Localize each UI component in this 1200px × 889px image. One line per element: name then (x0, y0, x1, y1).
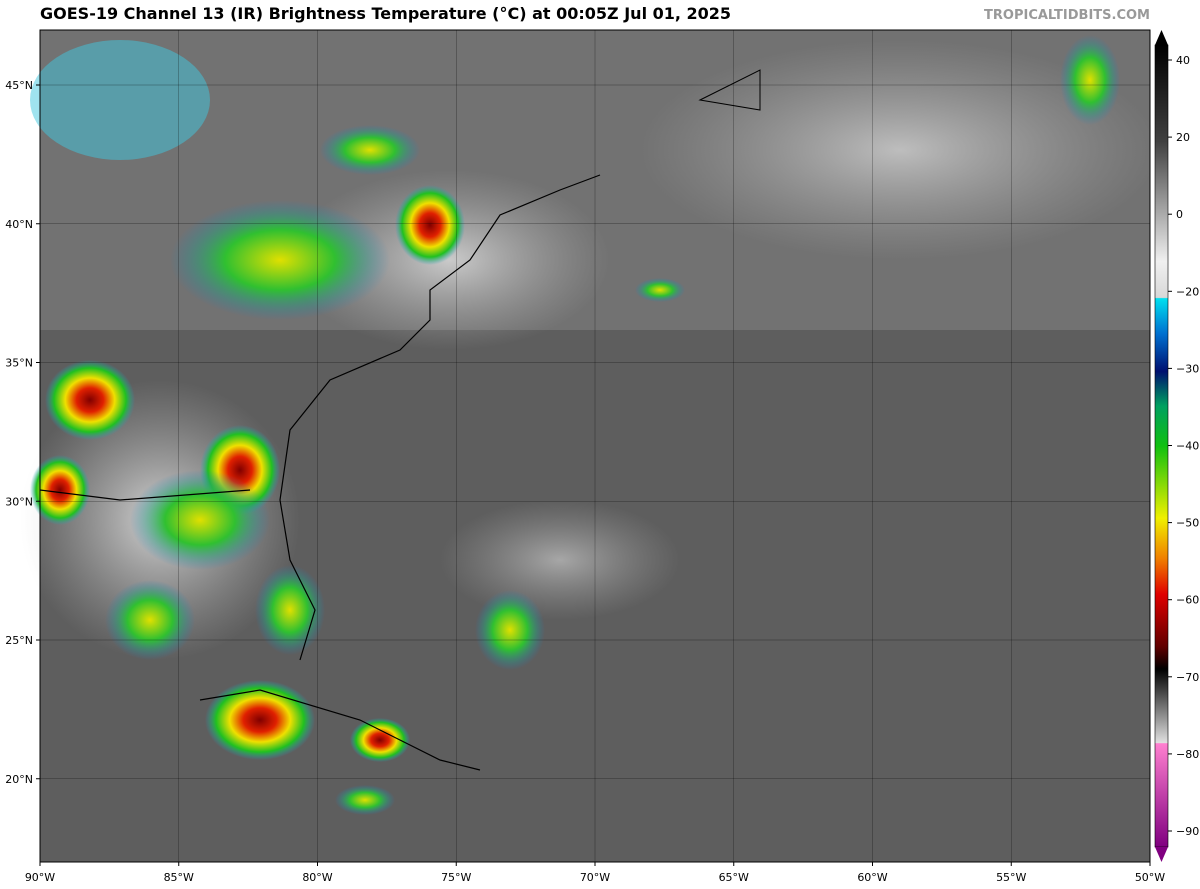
lon-label: 65°W (719, 871, 749, 884)
colorbar-tick-label: −80 (1176, 748, 1199, 761)
lat-label: 20°N (5, 773, 33, 786)
lat-label: 30°N (5, 495, 33, 508)
colorbar-tick-label: −60 (1176, 594, 1199, 607)
colorbar (1154, 44, 1169, 848)
lon-label: 50°W (1135, 871, 1165, 884)
colorbar-tick-label: −20 (1176, 285, 1199, 298)
lon-label: 85°W (164, 871, 194, 884)
colorbar-tick-label: −90 (1176, 825, 1199, 838)
colorbar-extend-bottom (1155, 847, 1168, 862)
credit: TROPICALTIDBITS.COM (984, 8, 1150, 23)
lat-label: 45°N (5, 79, 33, 92)
lon-label: 55°W (996, 871, 1026, 884)
colorbar-tick-label: 0 (1176, 208, 1183, 221)
colorbar-extend-top (1155, 30, 1168, 45)
colorbar-tick-label: 40 (1176, 54, 1190, 67)
lat-label: 25°N (5, 634, 33, 647)
lon-label: 60°W (857, 871, 887, 884)
lon-label: 70°W (580, 871, 610, 884)
lon-label: 90°W (25, 871, 55, 884)
map-area (20, 29, 1160, 863)
colorbar-tick-label: −30 (1176, 362, 1199, 375)
lat-label: 35°N (5, 357, 33, 370)
lon-label: 80°W (302, 871, 332, 884)
colorbar-tick-label: −50 (1176, 517, 1199, 530)
colorbar-tick-label: −70 (1176, 671, 1199, 684)
colorbar-tick-label: −40 (1176, 440, 1199, 453)
dynamic-layer: 90°W 85°W 80°W 75°W 70°W 65°W 60°W 55°W 50°W 45°N… (5, 30, 1199, 884)
colorbar-tick-label: 20 (1176, 131, 1190, 144)
lon-label: 75°W (441, 871, 471, 884)
lat-label: 40°N (5, 218, 33, 231)
map-title: GOES-19 Channel 13 (IR) Brightness Tempe… (40, 4, 731, 23)
